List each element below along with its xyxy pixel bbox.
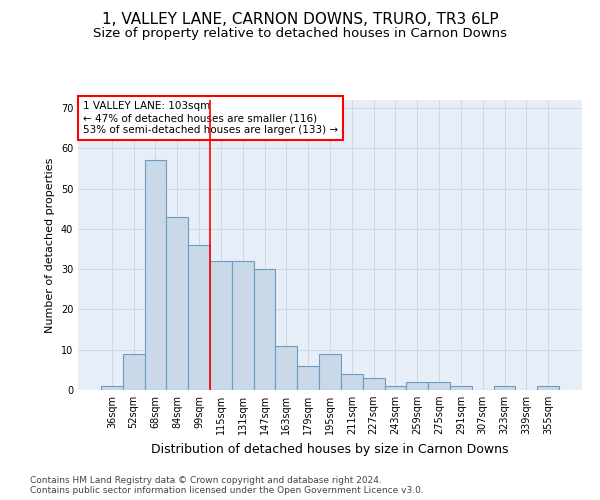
Bar	[254, 269, 275, 390]
Bar	[145, 160, 166, 390]
Text: 1 VALLEY LANE: 103sqm
← 47% of detached houses are smaller (116)
53% of semi-det: 1 VALLEY LANE: 103sqm ← 47% of detached …	[83, 102, 338, 134]
Bar	[297, 366, 319, 390]
Bar	[406, 382, 428, 390]
Y-axis label: Number of detached properties: Number of detached properties	[45, 158, 55, 332]
Bar	[494, 386, 515, 390]
Bar	[123, 354, 145, 390]
Text: 1, VALLEY LANE, CARNON DOWNS, TRURO, TR3 6LP: 1, VALLEY LANE, CARNON DOWNS, TRURO, TR3…	[101, 12, 499, 28]
Text: Size of property relative to detached houses in Carnon Downs: Size of property relative to detached ho…	[93, 28, 507, 40]
Bar	[232, 261, 254, 390]
Text: Contains HM Land Registry data © Crown copyright and database right 2024.
Contai: Contains HM Land Registry data © Crown c…	[30, 476, 424, 495]
Bar	[275, 346, 297, 390]
Bar	[428, 382, 450, 390]
Bar	[188, 245, 210, 390]
Bar	[385, 386, 406, 390]
X-axis label: Distribution of detached houses by size in Carnon Downs: Distribution of detached houses by size …	[151, 442, 509, 456]
Bar	[341, 374, 363, 390]
Bar	[319, 354, 341, 390]
Bar	[210, 261, 232, 390]
Bar	[101, 386, 123, 390]
Bar	[363, 378, 385, 390]
Bar	[537, 386, 559, 390]
Bar	[166, 217, 188, 390]
Bar	[450, 386, 472, 390]
